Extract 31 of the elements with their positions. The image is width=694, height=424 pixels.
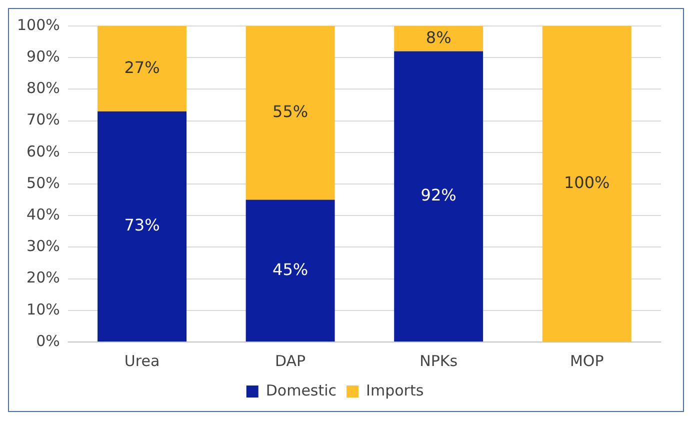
y-tick-label: 50% (26, 174, 60, 192)
x-tick-label: NPKs (420, 352, 458, 370)
x-tick-label: DAP (275, 352, 306, 370)
x-tick-label: MOP (570, 352, 604, 370)
y-tick-label: 20% (26, 268, 60, 287)
y-tick-label: 0% (36, 332, 60, 350)
y-tick-label: 40% (26, 205, 60, 224)
y-tick-label: 10% (26, 300, 60, 318)
y-tick-label: 80% (26, 79, 60, 98)
bar (542, 26, 632, 342)
data-label: 8% (426, 28, 452, 47)
legend-label: Domestic (266, 381, 337, 400)
data-label: 100% (564, 172, 610, 192)
bar (394, 51, 484, 342)
y-tick-label: 70% (26, 110, 60, 129)
bar (246, 26, 335, 200)
y-tick-label: 30% (26, 237, 60, 256)
data-label: 27% (124, 58, 160, 77)
bar (98, 26, 187, 112)
y-tick-label: 90% (26, 47, 60, 66)
x-tick-label: Urea (124, 352, 160, 370)
data-label: 92% (420, 186, 456, 205)
legend-label: Imports (366, 381, 424, 400)
bar (246, 200, 335, 342)
data-label: 45% (272, 260, 308, 279)
bar (98, 111, 187, 342)
bar (394, 26, 484, 52)
data-label: 73% (124, 216, 160, 235)
data-label: 55% (272, 102, 308, 122)
y-tick-label: 100% (16, 16, 60, 34)
y-tick-label: 60% (26, 142, 60, 160)
